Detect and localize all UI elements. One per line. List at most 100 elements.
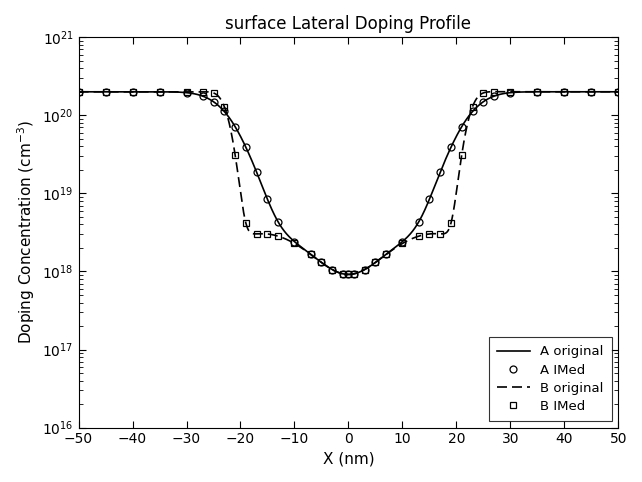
B original [74,89,82,94]
Y-axis label: Doping Concentration (cm$^{-3}$): Doping Concentration (cm$^{-3}$) [15,120,37,345]
A IMed [101,89,109,94]
B original [197,89,205,94]
B IMed [383,252,390,257]
B IMed [328,267,336,272]
A original [345,271,352,277]
A original [282,230,290,236]
A IMed [614,89,622,94]
B IMed [507,89,514,94]
B IMed [318,260,325,266]
B IMed [437,231,444,237]
A IMed [220,108,228,114]
Line: A IMed: A IMed [75,88,621,278]
A IMed [253,169,261,175]
A IMed [328,267,336,272]
Title: surface Lateral Doping Profile: surface Lateral Doping Profile [225,15,471,33]
B IMed [339,271,347,277]
B IMed [560,89,568,94]
A IMed [372,259,379,265]
A IMed [274,219,282,225]
A IMed [534,89,541,94]
B IMed [534,89,541,94]
B original [345,271,352,277]
B IMed [274,233,282,239]
A IMed [231,124,239,130]
A IMed [183,90,191,95]
B original [282,236,290,242]
B IMed [458,152,465,158]
A original [614,89,622,94]
B IMed [490,89,498,94]
B IMed [469,104,476,109]
B IMed [183,89,191,94]
A IMed [210,99,218,105]
A IMed [291,239,299,244]
X-axis label: X (nm): X (nm) [323,452,374,467]
B IMed [447,220,455,226]
B IMed [128,89,136,94]
Line: B original: B original [78,92,618,274]
A IMed [480,99,487,105]
B IMed [426,231,433,237]
A original [136,89,144,94]
Line: A original: A original [78,92,618,274]
A original [604,89,612,94]
A IMed [383,252,390,257]
A IMed [469,108,476,114]
A IMed [74,89,82,94]
A IMed [415,219,422,225]
B IMed [345,271,352,277]
A IMed [345,271,352,277]
B original [614,89,622,94]
B IMed [156,89,164,94]
A IMed [339,271,347,277]
A IMed [437,169,444,175]
B IMed [372,260,379,266]
A original [141,89,148,94]
B IMed [291,241,299,246]
A IMed [199,93,207,99]
A IMed [447,145,455,150]
A original [305,250,313,256]
B IMed [415,233,422,239]
B IMed [587,89,595,94]
B IMed [253,231,261,237]
A original [168,89,176,95]
A IMed [426,197,433,202]
A IMed [458,124,465,130]
A IMed [587,89,595,94]
B original [604,89,612,94]
A original [74,89,82,94]
A IMed [560,89,568,94]
B IMed [350,271,358,277]
A IMed [318,259,325,265]
A IMed [350,271,358,277]
A IMed [361,267,369,272]
B original [136,89,144,94]
A IMed [490,93,498,99]
A original [546,89,553,94]
Line: B IMed: B IMed [75,88,621,278]
A IMed [242,145,250,150]
B IMed [361,267,369,272]
B original [546,89,553,94]
B IMed [210,90,218,96]
B original [168,89,176,94]
B IMed [614,89,622,94]
B IMed [231,152,239,158]
B IMed [242,220,250,226]
B IMed [399,241,406,246]
B original [305,250,313,256]
B IMed [307,252,315,257]
B IMed [74,89,82,94]
A IMed [156,89,164,94]
B IMed [480,90,487,96]
A IMed [507,90,514,95]
B IMed [101,89,109,94]
B IMed [264,231,272,237]
A IMed [307,252,315,257]
B IMed [220,104,228,109]
A IMed [399,239,406,244]
A IMed [128,89,136,94]
A IMed [264,197,272,202]
